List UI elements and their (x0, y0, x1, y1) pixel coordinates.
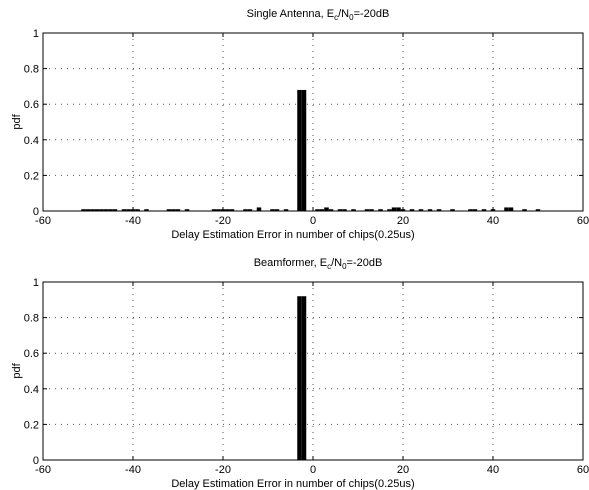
bar (427, 209, 433, 211)
x-tick-label: 40 (487, 464, 499, 476)
y-tick-label: 0.8 (24, 64, 39, 76)
bar (94, 209, 100, 211)
bar (144, 209, 149, 211)
x-tick-label: -20 (215, 464, 231, 476)
bar (319, 209, 325, 211)
bar (112, 209, 118, 211)
chart-single-antenna: Single Antenna, Ec/N0=-20dB -60 -40 -20 0 20… (11, 8, 589, 241)
y-tick-label: 0.4 (24, 384, 39, 396)
bar (256, 207, 262, 211)
bar (297, 89, 302, 211)
x-tick-label: 60 (577, 464, 589, 476)
x-axis-label: Delay Estimation Error in number of chip… (171, 229, 414, 241)
bar (81, 209, 86, 211)
bar (396, 207, 401, 211)
y-tick-label: 0.6 (24, 348, 39, 360)
y-tick-label: 0 (33, 206, 39, 218)
bar (121, 209, 127, 211)
bar (99, 209, 104, 211)
bar (508, 207, 514, 211)
bar (297, 296, 302, 460)
bar (166, 209, 172, 211)
axes-frame (42, 32, 584, 212)
bar (504, 207, 509, 211)
y-tick-label: 0.2 (24, 419, 39, 431)
bar (391, 207, 397, 211)
bar (301, 89, 307, 211)
bar (522, 209, 527, 211)
y-tick-label: 0 (33, 455, 39, 467)
y-tick-label: 0.2 (24, 170, 39, 182)
y-axis-label: pdf (11, 113, 23, 129)
bar (225, 209, 230, 211)
grid (43, 33, 583, 211)
bar (436, 209, 442, 211)
bar (301, 296, 307, 460)
x-axis-label: Delay Estimation Error in number of chip… (171, 478, 414, 490)
bar (243, 209, 248, 211)
bar (369, 209, 374, 211)
bar (135, 209, 140, 211)
bar (450, 209, 455, 211)
chart-beamformer: Beamformer, Ec/N0=-20dB -60 -40 -20 0 20 40 60… (11, 257, 589, 490)
bars (297, 296, 307, 460)
x-tick-label: -20 (215, 215, 231, 227)
y-tick-label: 1 (33, 28, 39, 40)
bar (247, 209, 253, 211)
bar (274, 209, 280, 211)
bar (409, 209, 415, 211)
bar (535, 209, 541, 211)
bar (418, 209, 424, 211)
bar (481, 209, 487, 211)
x-tick-label: -60 (35, 464, 51, 476)
x-tick-label: -60 (35, 215, 51, 227)
x-tick-label: 20 (397, 464, 409, 476)
bar (90, 209, 95, 211)
bar (175, 209, 181, 211)
bar (216, 209, 221, 211)
y-axis-label: pdf (11, 362, 23, 378)
bar (364, 209, 370, 211)
bar (328, 209, 334, 211)
bar (468, 209, 473, 211)
bar (184, 209, 190, 211)
y-tick-label: 0.4 (24, 135, 39, 147)
y-tick-label: 0.6 (24, 99, 39, 111)
bar (171, 209, 176, 211)
x-tick-label: 40 (487, 215, 499, 227)
bar (351, 209, 356, 211)
bar (342, 209, 347, 211)
bar (378, 209, 383, 211)
bar (315, 209, 320, 211)
ticks: -60 -40 -20 0 20 40 60 0 0.2 0.4 0.6 0.8 1 (24, 277, 589, 476)
x-tick-label: 20 (397, 215, 409, 227)
bar (472, 209, 478, 211)
x-tick-label: -40 (125, 215, 141, 227)
x-tick-label: 0 (310, 464, 316, 476)
bars (81, 89, 541, 211)
y-tick-label: 1 (33, 277, 39, 289)
bar (283, 209, 289, 211)
axes-frame (42, 281, 584, 461)
bar (211, 209, 217, 211)
bar (103, 209, 109, 211)
bar (270, 209, 275, 211)
x-tick-label: 0 (310, 215, 316, 227)
chart-title: Single Antenna, Ec/N0=-20dB (247, 8, 390, 22)
bar (337, 209, 343, 211)
ticks: -60 -40 -20 0 20 40 60 0 0.2 0.4 0.6 0.8 1 (24, 28, 589, 227)
x-tick-label: -40 (125, 464, 141, 476)
bar (324, 207, 329, 211)
bar (229, 209, 235, 211)
bar (85, 209, 91, 211)
x-tick-label: 60 (577, 215, 589, 227)
bar (387, 209, 392, 211)
y-tick-label: 0.8 (24, 313, 39, 325)
bar (108, 209, 113, 211)
grid (43, 282, 583, 460)
bar (126, 209, 131, 211)
chart-title: Beamformer, Ec/N0=-20dB (254, 257, 383, 271)
